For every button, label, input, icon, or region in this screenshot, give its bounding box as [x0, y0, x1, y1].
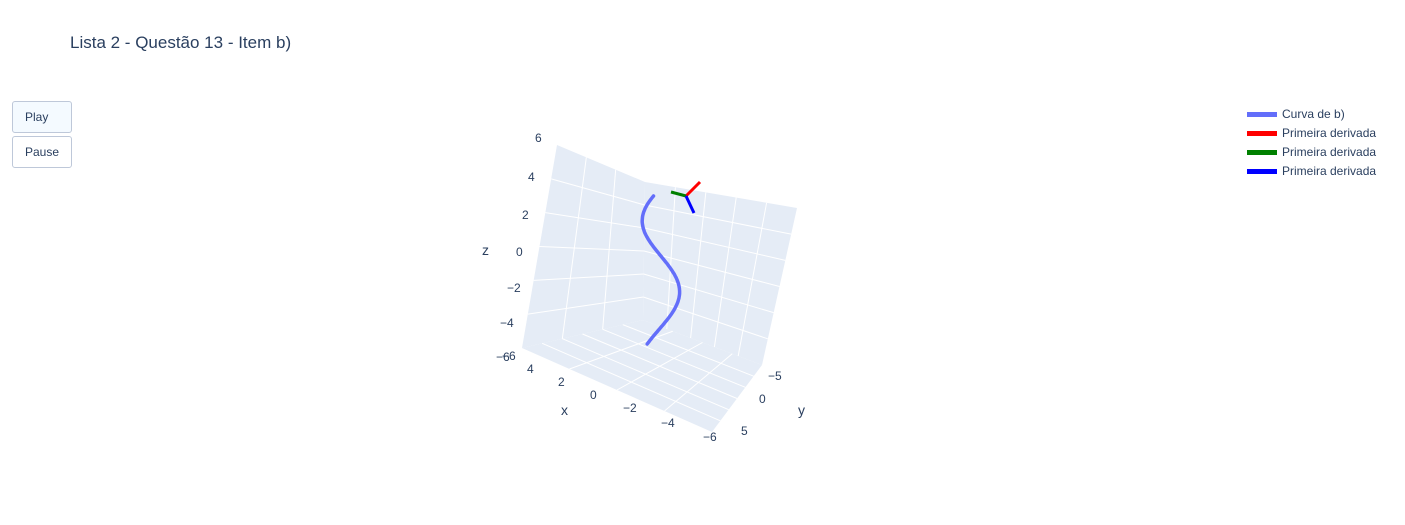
- x-tick-label: −4: [661, 416, 675, 430]
- legend-swatch: [1247, 169, 1277, 174]
- grid-line: [644, 227, 786, 261]
- series-curve-b[interactable]: [640, 194, 682, 346]
- grid-line: [569, 330, 673, 370]
- legend-swatch: [1247, 112, 1277, 117]
- grid-line: [643, 250, 780, 287]
- grid-lines: [527, 157, 792, 422]
- z-tick-label: −2: [507, 281, 521, 295]
- z-axis-ticks: 6 4 2 0 −2 −4 −6: [496, 131, 542, 364]
- grid-line: [551, 178, 645, 206]
- legend: Curva de b) Primeira derivada Primeira d…: [1245, 106, 1395, 182]
- z-axis-title: z: [482, 242, 489, 258]
- x-tick-label: −6: [502, 349, 516, 363]
- play-button[interactable]: Play: [12, 101, 72, 133]
- legend-item-binormal[interactable]: Primeira derivada: [1245, 163, 1395, 182]
- grid-line: [527, 296, 644, 315]
- z-tick-label: 2: [522, 208, 529, 222]
- legend-swatch: [1247, 150, 1277, 155]
- x-axis-ticks: −6 4 2 0 −2 −4 −6: [502, 349, 717, 444]
- y-tick-label: 5: [741, 424, 748, 438]
- y-tick-label: −5: [768, 369, 782, 383]
- legend-swatch: [1247, 131, 1277, 136]
- y-axis-title: y: [798, 402, 805, 418]
- series-tangent-vector[interactable]: [684, 180, 702, 198]
- grid-line: [616, 342, 703, 391]
- x-tick-label: −2: [623, 401, 637, 415]
- pause-button[interactable]: Pause: [12, 136, 72, 168]
- legend-item-tangent[interactable]: Primeira derivada: [1245, 125, 1395, 144]
- grid-line: [664, 353, 733, 412]
- grid-line: [643, 273, 774, 314]
- legend-label: Primeira derivada: [1282, 164, 1377, 178]
- z-tick-label: 6: [535, 131, 542, 145]
- x-tick-label: 2: [558, 375, 565, 389]
- back-wall-zx: [522, 145, 645, 348]
- grid-line: [643, 296, 768, 340]
- x-tick-label: −6: [703, 430, 717, 444]
- x-tick-label: 0: [590, 388, 597, 402]
- x-axis-title: x: [561, 402, 568, 418]
- series-normal-vector[interactable]: [670, 190, 687, 198]
- z-tick-label: 4: [528, 170, 535, 184]
- grid-line: [545, 212, 645, 229]
- x-tick-label: 4: [527, 362, 534, 376]
- z-tick-label: −6: [496, 350, 510, 364]
- legend-item-normal[interactable]: Primeira derivada: [1245, 144, 1395, 163]
- y-tick-label: 0: [759, 392, 766, 406]
- legend-label: Curva de b): [1282, 107, 1345, 121]
- grid-line: [539, 246, 645, 252]
- legend-item-curve[interactable]: Curva de b): [1245, 106, 1395, 125]
- legend-label: Primeira derivada: [1282, 126, 1377, 140]
- chart-title: Lista 2 - Questão 13 - Item b): [70, 33, 292, 52]
- y-axis-ticks: −5 0 5: [741, 369, 782, 438]
- series-binormal-vector[interactable]: [684, 195, 696, 214]
- grid-line: [533, 273, 644, 281]
- z-tick-label: 0: [516, 245, 523, 259]
- grid-line: [644, 204, 792, 235]
- z-tick-label: −4: [500, 316, 514, 330]
- legend-label: Primeira derivada: [1282, 145, 1377, 159]
